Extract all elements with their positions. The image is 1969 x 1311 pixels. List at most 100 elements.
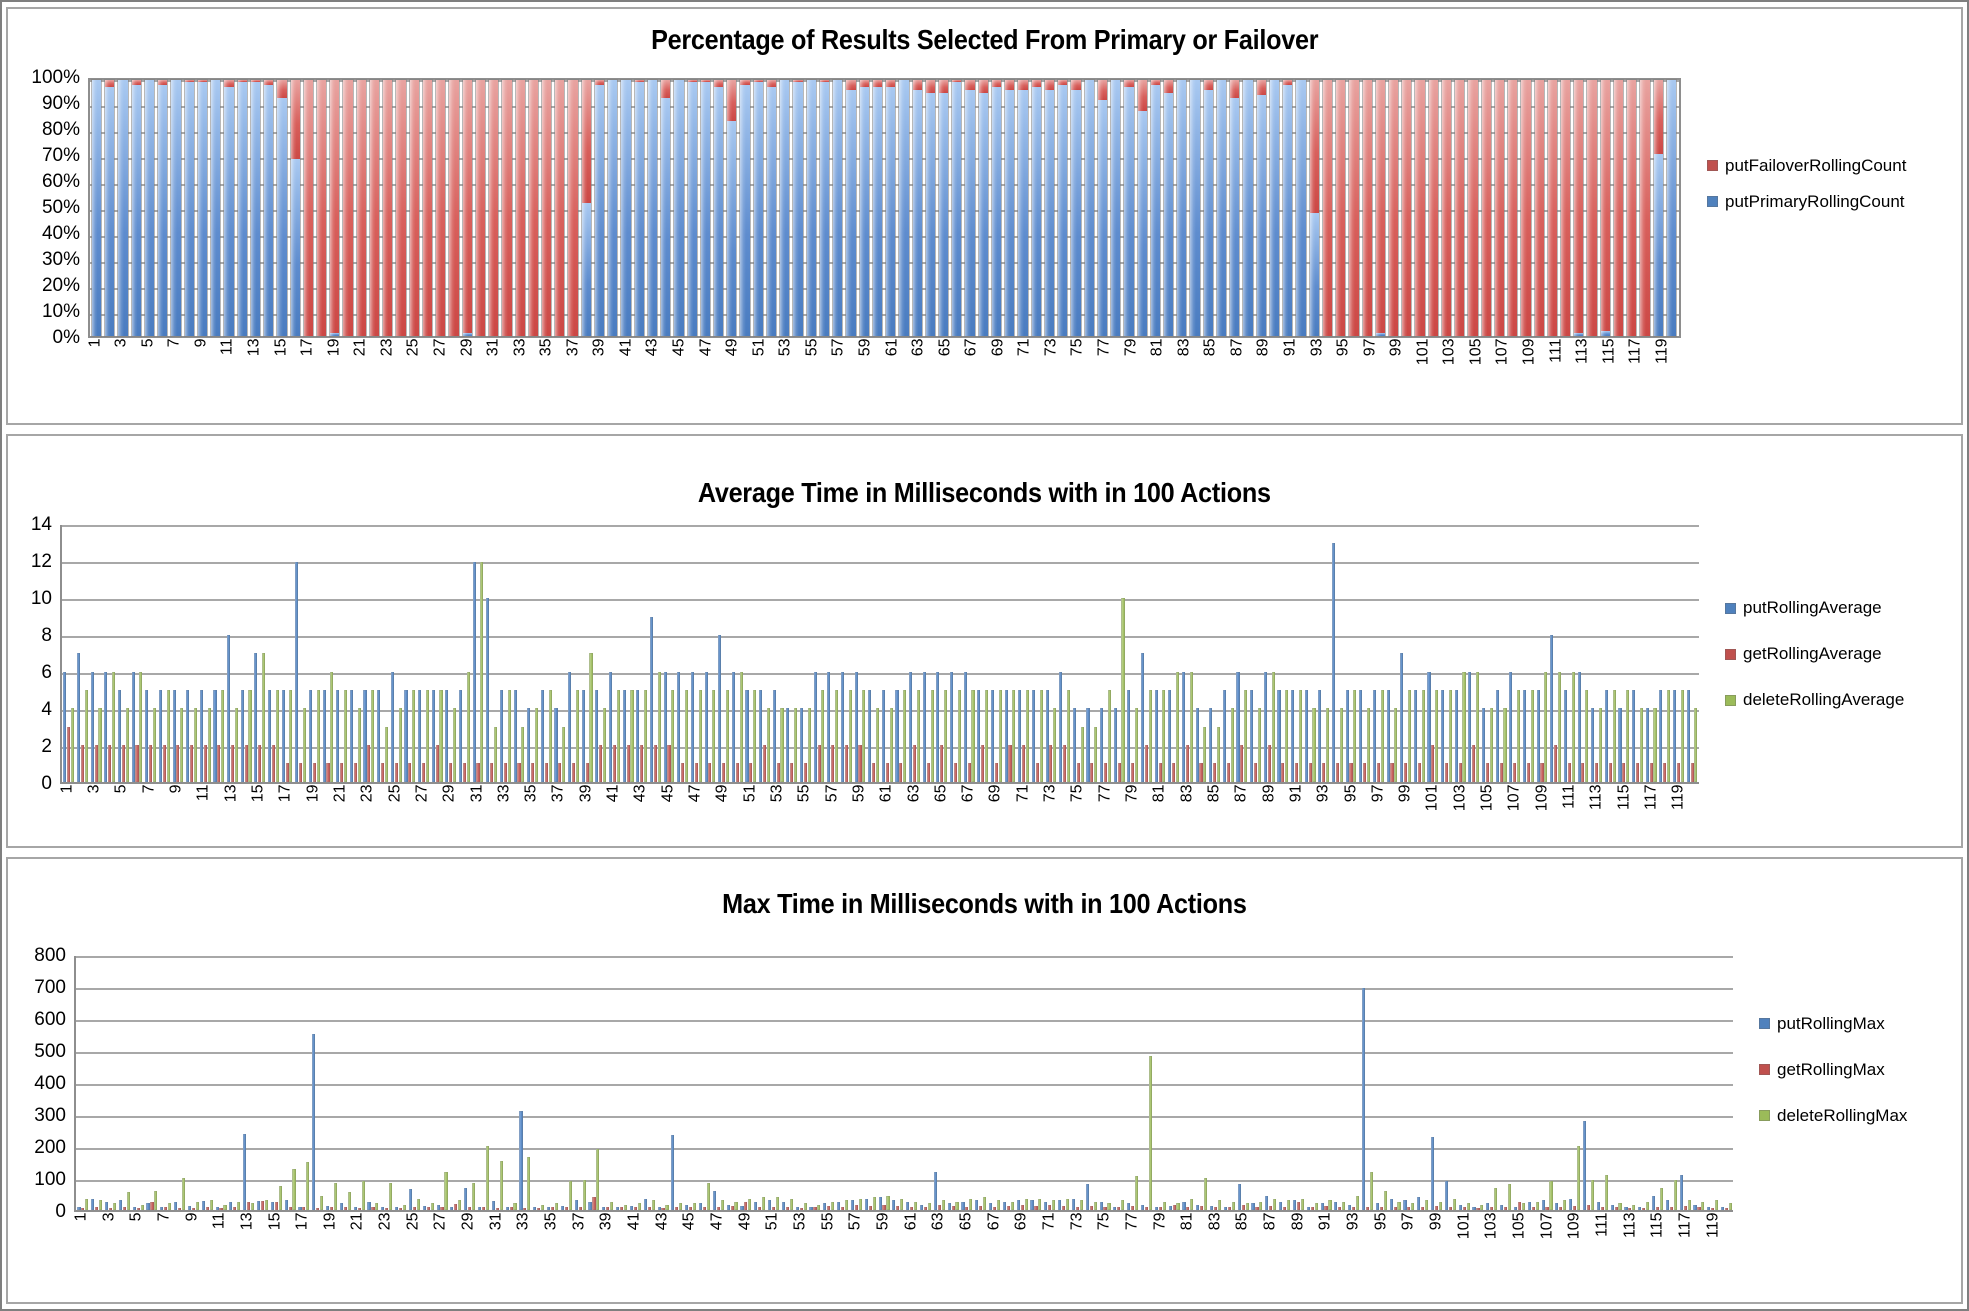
putRollingMax-bar bbox=[408, 1189, 413, 1210]
bar-group bbox=[1236, 956, 1250, 1210]
bar-group bbox=[1494, 525, 1508, 782]
primary-segment bbox=[952, 82, 962, 336]
bar-group bbox=[185, 525, 199, 782]
primary-segment bbox=[608, 79, 618, 336]
x-tick: 109 bbox=[1533, 784, 1550, 836]
getRollingMax-bar bbox=[1352, 1207, 1356, 1210]
x-tick: 5 bbox=[128, 1212, 145, 1264]
x-tick: 57 bbox=[823, 784, 840, 836]
x-tick: 71 bbox=[1040, 1212, 1057, 1264]
putRollingMax-bar bbox=[947, 1203, 951, 1210]
getRollingAverage-bar bbox=[762, 745, 767, 782]
stacked-bar bbox=[1627, 79, 1637, 336]
stacked-bar bbox=[727, 79, 737, 336]
stacked-bar bbox=[1163, 79, 1174, 336]
getRollingAverage-bar bbox=[312, 763, 316, 782]
x-tick: 101 bbox=[1414, 338, 1431, 390]
x-tick: 75 bbox=[1069, 784, 1086, 836]
bar-group bbox=[1292, 956, 1306, 1210]
bar-group bbox=[380, 956, 394, 1210]
bar-slot bbox=[394, 79, 407, 336]
putRollingAverage-bar bbox=[1209, 708, 1213, 782]
x-tick: 53 bbox=[791, 1212, 808, 1264]
bar-group bbox=[553, 525, 567, 782]
failover-segment bbox=[886, 79, 896, 88]
getRollingAverage-bar bbox=[872, 763, 876, 782]
y-tick-label: 10 bbox=[30, 587, 52, 609]
putRollingMax-bar bbox=[989, 1203, 993, 1210]
bar-group bbox=[283, 956, 297, 1210]
getRollingAverage-bar bbox=[694, 763, 698, 782]
getRollingAverage-bar bbox=[1540, 763, 1544, 782]
getRollingMax-bar bbox=[537, 1207, 541, 1210]
bar-group bbox=[580, 525, 594, 782]
x-tick: 25 bbox=[405, 338, 422, 390]
primary-segment bbox=[131, 84, 141, 336]
bar-slot bbox=[593, 79, 606, 336]
bar-slot bbox=[1480, 79, 1493, 336]
putRollingAverage-bar bbox=[1154, 690, 1158, 782]
bar-group bbox=[1416, 956, 1430, 1210]
x-tick: 119 bbox=[1670, 784, 1687, 836]
deleteRollingAverage-bar bbox=[262, 653, 266, 782]
failover-segment bbox=[1058, 79, 1068, 85]
x-tick: 71 bbox=[1016, 338, 1033, 390]
legend-item: putFailoverRollingCount bbox=[1707, 156, 1961, 176]
primary-segment bbox=[118, 79, 128, 336]
putRollingMax-bar bbox=[1334, 1201, 1338, 1210]
stacked-bar bbox=[1508, 79, 1518, 336]
stacked-bar bbox=[780, 79, 790, 336]
putRollingAverage-bar bbox=[568, 671, 572, 782]
putRollingAverage-bar bbox=[1659, 690, 1663, 782]
deleteRollingAverage-bar bbox=[1680, 690, 1684, 782]
putRollingAverage-bar bbox=[295, 561, 299, 782]
getRollingMax-bar bbox=[150, 1201, 154, 1210]
getRollingMax-bar bbox=[785, 1207, 789, 1210]
getRollingMax-bar bbox=[965, 1206, 969, 1210]
putRollingAverage-bar bbox=[1018, 690, 1022, 782]
bar-group bbox=[1003, 525, 1017, 782]
putRollingAverage-bar bbox=[813, 671, 817, 782]
x-tick: 71 bbox=[1014, 784, 1031, 836]
bar-group bbox=[894, 525, 908, 782]
putRollingAverage-bar bbox=[663, 671, 667, 782]
primary-segment bbox=[92, 79, 102, 336]
deleteRollingAverage-bar bbox=[494, 726, 498, 782]
bar-group bbox=[717, 525, 731, 782]
getRollingMax-bar bbox=[1213, 1207, 1218, 1210]
getRollingMax-bar bbox=[1200, 1206, 1204, 1210]
putRollingMax-bar bbox=[878, 1197, 882, 1210]
putRollingMax-bar bbox=[574, 1200, 578, 1210]
legend-label: deleteRollingAverage bbox=[1743, 690, 1905, 710]
primary-segment bbox=[859, 87, 869, 336]
putRollingMax-bar bbox=[560, 1206, 564, 1210]
deleteRollingMax-bar bbox=[1107, 1203, 1111, 1210]
x-tick: 43 bbox=[632, 784, 649, 836]
x-tick: 19 bbox=[325, 338, 342, 390]
bar-slot bbox=[196, 79, 209, 336]
x-tick: 51 bbox=[741, 784, 758, 836]
deleteRollingMax-bar bbox=[1673, 1179, 1677, 1210]
stacked-bar bbox=[436, 79, 446, 336]
stacked-bar bbox=[1653, 79, 1663, 336]
putRollingAverage-bar bbox=[704, 671, 708, 782]
deleteRollingAverage-bar bbox=[1462, 671, 1466, 782]
putRollingMax-bar bbox=[643, 1198, 647, 1210]
bar-group bbox=[1513, 956, 1527, 1210]
bar-slot bbox=[130, 79, 143, 336]
bar-group bbox=[1440, 525, 1454, 782]
getRollingAverage-bar bbox=[381, 763, 385, 782]
bar-slot bbox=[1519, 79, 1532, 336]
stacked-bar bbox=[1561, 79, 1571, 336]
primary-segment bbox=[105, 87, 115, 336]
bar-group bbox=[689, 525, 703, 782]
getRollingAverage-bar bbox=[558, 763, 562, 782]
getRollingMax-bar bbox=[1365, 1206, 1370, 1210]
putRollingAverage-bar bbox=[527, 708, 531, 782]
primary-segment bbox=[886, 87, 896, 336]
bar-group bbox=[173, 956, 187, 1210]
x-tick: 43 bbox=[644, 338, 661, 390]
deleteRollingAverage-bar bbox=[794, 708, 798, 782]
stacked-bar bbox=[647, 79, 658, 336]
primary-segment bbox=[899, 79, 909, 336]
